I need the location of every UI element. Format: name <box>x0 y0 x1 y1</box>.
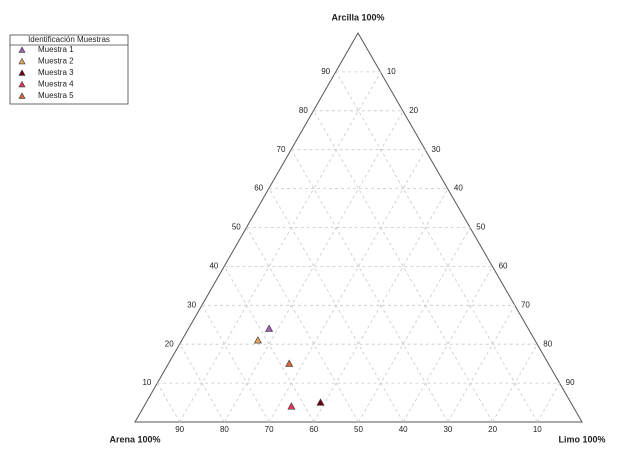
legend-marker <box>18 69 26 76</box>
arcilla-tick-label: 80 <box>299 106 308 115</box>
limo-tick-label: 80 <box>543 339 552 348</box>
legend-marker <box>18 46 26 53</box>
grid-line <box>358 227 471 423</box>
right-label: Limo 100% <box>558 434 605 444</box>
limo-tick-label: 20 <box>409 106 418 115</box>
legend-label: Muestra 1 <box>38 45 74 54</box>
legend-marker <box>18 92 26 99</box>
arcilla-tick-label: 60 <box>254 184 263 193</box>
grid-line <box>536 382 560 423</box>
arena-tick-label: 40 <box>399 425 408 434</box>
legend: Identificación Muestras <box>9 34 129 105</box>
legend-label: Muestra 5 <box>38 91 74 100</box>
limo-tick-label: 50 <box>476 223 485 232</box>
top-label: Arcilla 100% <box>331 12 384 22</box>
data-point <box>265 324 274 332</box>
arcilla-tick-label: 50 <box>232 223 241 232</box>
limo-tick-label: 90 <box>566 378 575 387</box>
limo-tick-label: 10 <box>387 67 396 76</box>
legend-label: Muestra 2 <box>38 57 74 66</box>
grid-line <box>201 305 270 423</box>
grid-line <box>157 382 181 423</box>
grid-line <box>179 71 382 423</box>
limo-tick-label: 70 <box>521 300 530 309</box>
limo-tick-label: 30 <box>432 145 441 154</box>
arena-tick-label: 20 <box>488 425 497 434</box>
arena-tick-label: 80 <box>220 425 229 434</box>
grid-line <box>335 71 538 423</box>
legend-marker <box>18 80 26 88</box>
grid-line <box>492 344 538 423</box>
legend-box <box>9 34 129 105</box>
grid-line <box>268 149 426 423</box>
limo-tick-label: 40 <box>454 184 463 193</box>
grid-line <box>291 149 449 423</box>
data-point <box>253 336 262 344</box>
arcilla-tick-label: 10 <box>142 378 151 387</box>
legend-title: Identificación Muestras <box>28 35 110 44</box>
arcilla-tick-label: 90 <box>321 67 330 76</box>
left-label: Arena 100% <box>109 434 160 444</box>
arcilla-tick-label: 70 <box>277 145 286 154</box>
arcilla-tick-label: 20 <box>165 339 174 348</box>
grid-line <box>313 188 449 423</box>
data-point <box>285 359 294 367</box>
arcilla-tick-label: 30 <box>187 300 196 309</box>
arena-tick-label: 50 <box>354 425 363 434</box>
legend-label: Muestra 4 <box>38 80 74 89</box>
arena-tick-label: 70 <box>265 425 274 434</box>
grid-line <box>447 305 516 423</box>
data-point <box>287 402 296 410</box>
legend-marker <box>18 57 26 65</box>
arena-tick-label: 30 <box>443 425 452 434</box>
arena-tick-label: 60 <box>309 425 318 434</box>
arcilla-tick-label: 40 <box>209 262 218 271</box>
legend-label: Muestra 3 <box>38 68 74 77</box>
arena-tick-label: 90 <box>175 425 184 434</box>
arena-tick-label: 10 <box>533 425 542 434</box>
grid-line <box>246 227 359 423</box>
data-point <box>316 398 325 406</box>
limo-tick-label: 60 <box>499 262 508 271</box>
